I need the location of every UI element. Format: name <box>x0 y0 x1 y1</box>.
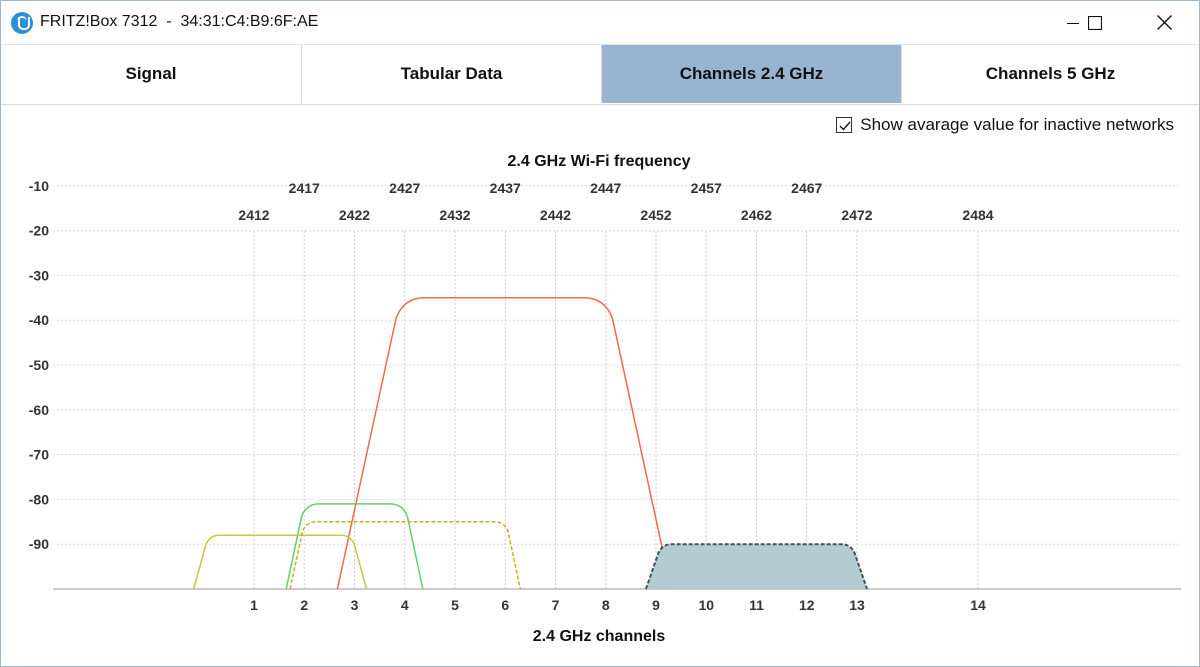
freq-tick-label: 2432 <box>439 207 470 223</box>
y-tick-label: -50 <box>29 357 49 373</box>
freq-tick-label: 2452 <box>640 207 671 223</box>
freq-tick-label: 2437 <box>490 180 521 196</box>
chart-title: 2.4 GHz Wi-Fi frequency <box>508 153 691 170</box>
y-tick-label: -40 <box>29 312 49 328</box>
frequency-axis: 2412 2417 2422 2427 2432 2437 2442 2447 2452 2457… <box>238 180 993 223</box>
show-average-option[interactable]: Show avarage value for inactive networks <box>836 115 1174 135</box>
checkmark-icon <box>839 121 851 131</box>
tab-channels-2-4-ghz[interactable]: Channels 2.4 GHz <box>601 45 901 103</box>
channel-tick-label: 7 <box>552 597 560 613</box>
tab-tabular-data[interactable]: Tabular Data <box>301 45 601 103</box>
channel-tick-label: 13 <box>849 597 865 613</box>
close-button[interactable] <box>1141 1 1187 44</box>
channel-tick-label: 14 <box>970 597 986 613</box>
freq-tick-label: 2472 <box>841 207 872 223</box>
maximize-button[interactable] <box>1072 1 1118 44</box>
y-tick-label: -10 <box>29 178 49 194</box>
freq-tick-label: 2417 <box>289 180 320 196</box>
freq-tick-label: 2427 <box>389 180 420 196</box>
y-tick-label: -80 <box>29 491 49 507</box>
freq-tick-label: 2447 <box>590 180 621 196</box>
tab-channels-5-ghz[interactable]: Channels 5 GHz <box>901 45 1199 103</box>
network-series-2 <box>285 503 424 590</box>
title-bar[interactable]: FRITZ!Box 7312 - 34:31:C4:B9:6F:AE <box>1 1 1199 44</box>
freq-tick-label: 2412 <box>238 207 269 223</box>
maximize-icon <box>1088 15 1102 30</box>
freq-tick-label: 2467 <box>791 180 822 196</box>
y-tick-label: -60 <box>29 402 49 418</box>
channel-tick-label: 4 <box>401 597 409 613</box>
network-series-4 <box>289 521 522 590</box>
freq-tick-label: 2462 <box>741 207 772 223</box>
x-axis-title: 2.4 GHz channels <box>533 628 666 645</box>
network-series-3 <box>192 534 368 590</box>
show-average-label: Show avarage value for inactive networks <box>860 115 1174 134</box>
minimize-button[interactable] <box>1050 1 1096 44</box>
freq-tick-label: 2457 <box>691 180 722 196</box>
channel-tick-label: 11 <box>749 597 764 613</box>
y-tick-label: -90 <box>29 536 49 552</box>
network-series-5 <box>645 543 868 590</box>
network-series-1 <box>336 297 672 590</box>
tab-bar: Signal Tabular Data Channels 2.4 GHz Cha… <box>1 44 1199 105</box>
freq-tick-label: 2422 <box>339 207 370 223</box>
channel-tick-label: 9 <box>652 597 660 613</box>
window-title: FRITZ!Box 7312 - 34:31:C4:B9:6F:AE <box>40 13 319 30</box>
channel-tick-label: 1 <box>250 597 258 613</box>
channel-tick-label: 12 <box>799 597 815 613</box>
y-axis: -10 -20 -30 -40 -50 -60 -70 -80 -90 <box>29 178 49 552</box>
channel-tick-label: 3 <box>351 597 359 613</box>
tab-signal[interactable]: Signal <box>1 45 301 103</box>
y-tick-label: -70 <box>29 447 49 463</box>
channel-axis: 1 2 3 4 5 6 7 8 9 10 11 12 13 14 <box>250 597 986 613</box>
freq-tick-label: 2442 <box>540 207 571 223</box>
channel-tick-label: 5 <box>451 597 459 613</box>
fritzbox-app-icon <box>11 12 33 34</box>
show-average-checkbox[interactable] <box>836 117 853 133</box>
chart-grid <box>53 185 1181 590</box>
y-tick-label: -30 <box>29 267 49 283</box>
y-tick-label: -20 <box>29 223 49 239</box>
channel-tick-label: 6 <box>501 597 509 613</box>
channel-tick-label: 8 <box>602 597 610 613</box>
freq-tick-label: 2484 <box>962 207 993 223</box>
channel-tick-label: 10 <box>698 597 714 613</box>
channel-chart: 2.4 GHz Wi-Fi frequency 2412241724222427… <box>29 153 1181 645</box>
close-icon <box>1156 15 1172 30</box>
network-series <box>192 297 868 590</box>
minimize-icon <box>1067 22 1079 24</box>
channel-tick-label: 2 <box>300 597 308 613</box>
